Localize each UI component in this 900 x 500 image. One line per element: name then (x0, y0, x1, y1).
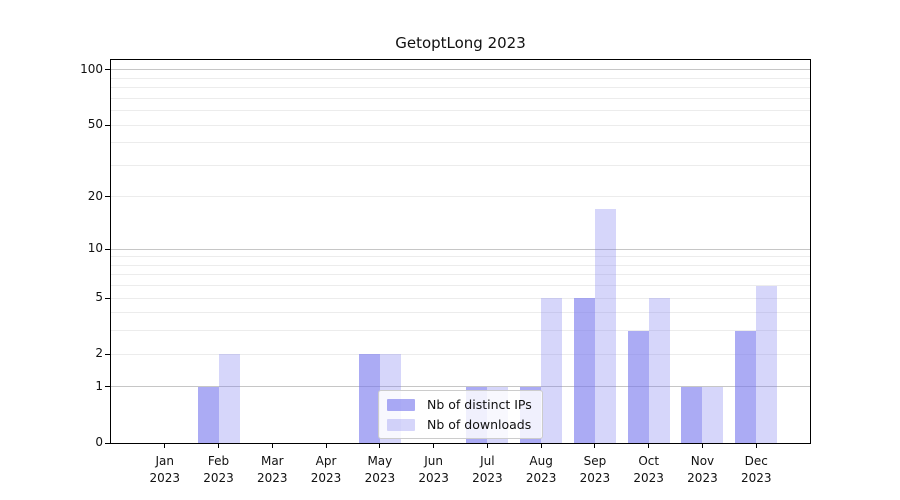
y-tick-mark (105, 386, 110, 388)
x-tick-mark (540, 443, 542, 448)
gridline-minor (111, 256, 810, 258)
gridline-minor (111, 196, 810, 198)
gridline-minor (111, 297, 810, 299)
x-tick-mark (218, 443, 220, 448)
chart-title: GetoptLong 2023 (395, 34, 526, 52)
y-tick-mark (105, 124, 110, 126)
gridline-minor (111, 274, 810, 276)
x-tick-mark (164, 443, 166, 448)
x-tick-label: Nov 2023 (687, 454, 718, 486)
bar-downloads (648, 298, 670, 443)
y-tick-mark (105, 69, 110, 71)
gridline-minor (111, 264, 810, 266)
y-tick-mark (105, 248, 110, 250)
x-tick-label: Feb 2023 (203, 454, 234, 486)
gridline-minor (111, 87, 810, 89)
x-tick-mark (648, 443, 650, 448)
x-tick-mark (594, 443, 596, 448)
x-tick-mark (325, 443, 327, 448)
y-tick-label: 1 (95, 378, 103, 393)
x-tick-mark (271, 443, 273, 448)
x-tick-label: Oct 2023 (633, 454, 664, 486)
x-tick-mark (486, 443, 488, 448)
legend-label-distinct-ips: Nb of distinct IPs (427, 397, 532, 412)
x-tick-label: May 2023 (364, 454, 396, 486)
bar-distinct-ips (681, 386, 703, 443)
bar-downloads (756, 285, 778, 443)
y-tick-label: 5 (95, 290, 103, 305)
y-tick-label: 2 (95, 346, 103, 361)
x-tick-label: Sep 2023 (579, 454, 611, 486)
gridline-minor (111, 164, 810, 166)
y-tick-label: 10 (87, 241, 103, 256)
chart-legend: Nb of distinct IPs Nb of downloads (378, 390, 543, 439)
y-tick-mark (105, 196, 110, 198)
gridline-minor (111, 285, 810, 287)
y-tick-label: 0 (95, 435, 103, 449)
x-tick-label: Aug 2023 (525, 454, 557, 486)
gridline-major (111, 248, 810, 250)
y-tick-mark (105, 353, 110, 355)
bar-distinct-ips (197, 386, 219, 443)
x-tick-label: Mar 2023 (257, 454, 288, 486)
bar-downloads (594, 209, 616, 443)
x-tick-label: Jun 2023 (418, 454, 449, 486)
gridline-minor (111, 330, 810, 332)
gridline-minor (111, 312, 810, 314)
bar-distinct-ips (627, 330, 649, 443)
bar-distinct-ips (573, 298, 595, 443)
chart-plot-area: Nb of distinct IPs Nb of downloads 0 1 2 5 1… (80, 59, 811, 485)
x-tick-label: Jan 2023 (149, 454, 181, 486)
gridline-minor (111, 97, 810, 99)
y-tick-label: 100 (80, 61, 103, 76)
gridline-minor (111, 353, 810, 355)
x-tick-label: Dec 2023 (740, 454, 772, 486)
legend-entry-distinct-ips: Nb of distinct IPs (387, 397, 532, 412)
gridline-minor (111, 124, 810, 126)
gridline-major (111, 69, 810, 71)
x-tick-label: Apr 2023 (310, 454, 342, 486)
legend-entry-downloads: Nb of downloads (387, 417, 532, 432)
y-tick-mark (105, 297, 110, 299)
x-tick-mark (755, 443, 757, 448)
bar-distinct-ips (735, 330, 757, 443)
bar-downloads (541, 298, 563, 443)
x-tick-label: Jul 2023 (472, 454, 503, 486)
bar-downloads (702, 386, 724, 443)
bar-distinct-ips (358, 354, 380, 443)
legend-label-downloads: Nb of downloads (427, 417, 532, 432)
bar-downloads (218, 354, 240, 443)
x-tick-mark (379, 443, 381, 448)
y-tick-label: 20 (87, 188, 103, 203)
gridline-minor (111, 77, 810, 79)
x-tick-mark (701, 443, 703, 448)
gridline-minor (111, 110, 810, 112)
gridline-major (111, 386, 810, 388)
legend-swatch-distinct-ips (387, 398, 415, 411)
y-tick-mark (105, 442, 110, 444)
y-tick-label: 50 (87, 117, 103, 132)
x-tick-mark (433, 443, 435, 448)
gridline-minor (111, 142, 810, 144)
legend-swatch-downloads (387, 418, 415, 431)
